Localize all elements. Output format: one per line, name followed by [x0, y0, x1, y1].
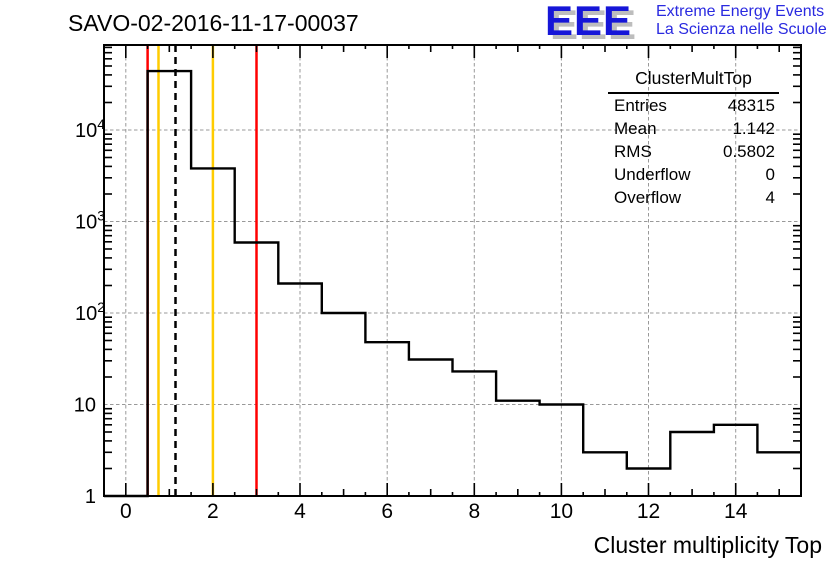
stats-row: Mean 1.142	[609, 117, 778, 140]
stats-row: RMS 0.5802	[609, 140, 778, 163]
axis-ticks	[104, 45, 801, 496]
x-axis-tick-label: 12	[637, 500, 660, 523]
stats-box-rule	[608, 92, 779, 94]
eee-logo-tagline: Extreme Energy Events La Scienza nelle S…	[656, 3, 827, 39]
x-axis-tick-label: 10	[550, 500, 573, 523]
y-axis-tick-label: 102	[75, 299, 105, 325]
stats-box: ClusterMultTop Entries 48315 Mean 1.142 …	[608, 68, 779, 209]
stats-value: 1.142	[732, 119, 775, 138]
stats-box-title: ClusterMultTop	[635, 68, 752, 88]
stats-value: 0.5802	[723, 142, 775, 161]
stats-label: Mean	[614, 119, 657, 138]
y-axis-tick-label: 1	[85, 486, 96, 508]
stats-label: Underflow	[614, 165, 691, 184]
histogram-step-line	[104, 69, 801, 498]
x-axis-tick-label: 8	[468, 500, 480, 523]
x-axis-title: Cluster multiplicity Top	[594, 532, 822, 558]
plot-title: SAVO-02-2016-11-17-00037	[68, 10, 359, 36]
stats-label: RMS	[614, 142, 652, 161]
eee-logo-text: EEE	[545, 0, 633, 44]
stats-value: 4	[765, 188, 775, 207]
x-axis-tick-label: 0	[120, 500, 132, 523]
stats-value: 0	[765, 165, 775, 184]
marker-lines	[146, 45, 258, 496]
stats-value: 48315	[727, 96, 775, 115]
y-axis-tick-label: 104	[75, 116, 105, 142]
y-axis-tick-label: 103	[75, 208, 105, 234]
x-axis-tick-label: 2	[207, 500, 219, 523]
stats-label: Overflow	[614, 188, 682, 207]
x-axis-tick-label: 14	[724, 500, 748, 523]
stats-row: Underflow 0	[609, 163, 778, 186]
x-axis-title-group: Cluster multiplicity Top	[594, 532, 822, 558]
stats-row: Entries 48315	[609, 94, 778, 117]
y-axis-tick-label: 10	[74, 395, 96, 417]
stats-label: Entries	[614, 96, 667, 115]
y-axis-tick-labels: 1 10 102 103 104	[74, 116, 105, 508]
x-axis-tick-label: 6	[381, 500, 393, 523]
logo-tagline-line1: Extreme Energy Events	[656, 3, 825, 20]
x-axis-tick-label: 4	[294, 500, 306, 523]
logo-tagline-line2: La Scienza nelle Scuole	[656, 21, 827, 38]
x-axis-tick-labels: 0 2 4 6 8 10 12 14	[120, 500, 748, 523]
stats-row: Overflow 4	[609, 186, 778, 209]
